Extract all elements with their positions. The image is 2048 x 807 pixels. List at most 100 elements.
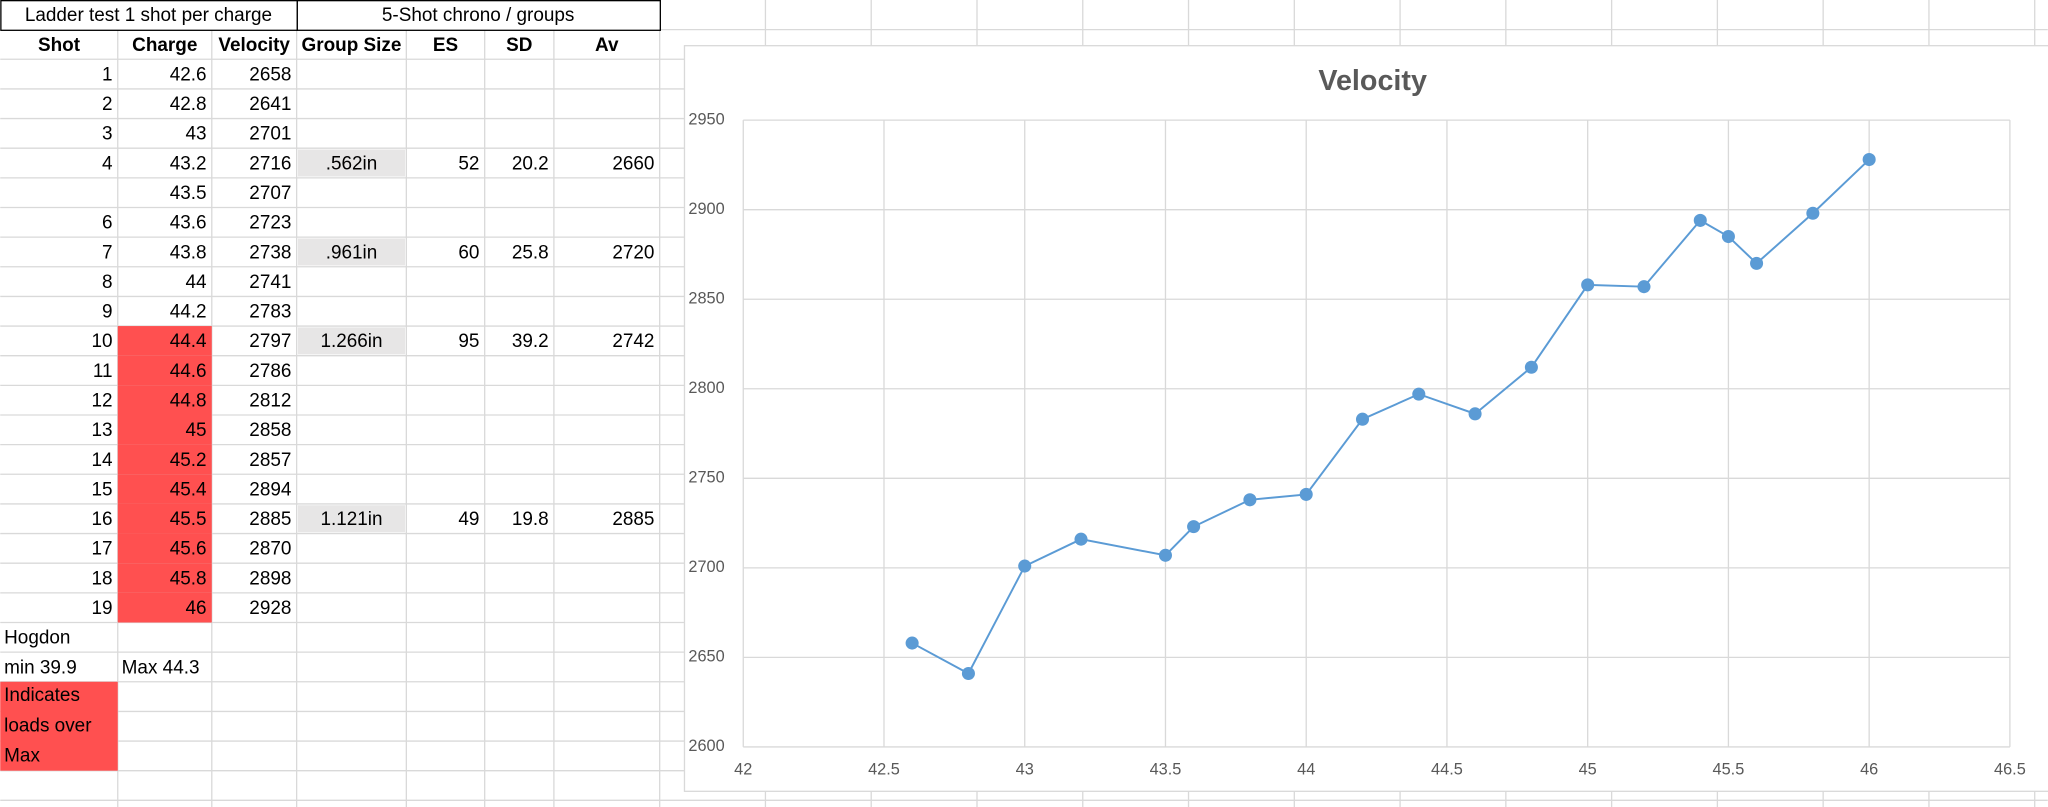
cell-av: 2660 <box>612 153 654 174</box>
y-tick-label: 2600 <box>688 737 724 755</box>
over-max-fill <box>117 444 212 475</box>
y-tick-label: 2800 <box>688 379 724 397</box>
x-tick-label: 42.5 <box>868 761 900 779</box>
x-tick-label: 45 <box>1579 761 1597 779</box>
data-point <box>1637 280 1651 294</box>
data-point <box>1243 493 1257 507</box>
data-point <box>905 636 919 650</box>
y-tick-label: 2900 <box>688 200 724 218</box>
cell-charge: 44.6 <box>170 361 207 382</box>
data-point <box>1581 278 1595 292</box>
cell-shot: 12 <box>91 390 112 411</box>
column-header: Av <box>595 35 619 56</box>
cell-velocity: 2701 <box>249 124 291 145</box>
note-legend: Indicates loads over Max <box>4 685 92 766</box>
cell-es: 95 <box>458 331 479 352</box>
cell-charge: 43.5 <box>170 183 207 204</box>
cell-group: .961in <box>326 242 378 263</box>
column-header: Group Size <box>302 35 402 56</box>
x-tick-label: 45.5 <box>1713 761 1745 779</box>
cell-av: 2720 <box>612 242 654 263</box>
cell-charge: 45.2 <box>170 450 207 471</box>
y-tick-label: 2850 <box>688 290 724 308</box>
column-header: ES <box>433 35 458 56</box>
cell-group: 1.121in <box>320 509 382 530</box>
y-tick-label: 2650 <box>688 648 724 666</box>
cell-velocity: 2641 <box>249 94 291 115</box>
cell-velocity: 2894 <box>249 479 291 500</box>
data-point <box>1299 487 1313 501</box>
cell-velocity: 2707 <box>249 183 291 204</box>
cell-shot: 6 <box>102 213 113 234</box>
cell-shot: 10 <box>91 331 112 352</box>
cell-shot: 13 <box>91 420 112 441</box>
note-min: min 39.9 <box>4 657 77 678</box>
column-header: Shot <box>38 35 81 56</box>
data-point <box>1074 532 1088 546</box>
cell-sd: 19.8 <box>512 509 549 530</box>
over-max-fill <box>117 563 212 593</box>
data-point <box>1468 407 1482 421</box>
cell-sd: 39.2 <box>512 331 549 352</box>
cell-shot: 2 <box>102 94 113 115</box>
column-header: Charge <box>132 35 197 56</box>
cell-es: 49 <box>458 509 479 530</box>
cell-velocity: 2783 <box>249 302 291 323</box>
group-header: Ladder test 1 shot per charge <box>25 5 272 26</box>
data-point <box>1524 360 1538 374</box>
cell-charge: 46 <box>185 598 206 619</box>
cell-shot: 17 <box>91 539 112 560</box>
data-point <box>1355 412 1370 426</box>
data-point <box>1750 256 1764 270</box>
cell-charge: 45 <box>185 420 206 441</box>
over-max-fill <box>117 355 212 386</box>
cell-charge: 43 <box>185 124 206 145</box>
group-header: 5-Shot chrono / groups <box>382 5 574 26</box>
cell-velocity: 2870 <box>249 539 291 560</box>
x-tick-label: 46.5 <box>1994 761 2026 779</box>
cell-velocity: 2797 <box>249 331 291 352</box>
cell-shot: 19 <box>91 598 112 619</box>
over-max-fill <box>117 592 212 623</box>
data-point <box>1721 230 1735 244</box>
chart-title: Velocity <box>1318 65 1427 97</box>
data-point <box>1693 213 1707 227</box>
legend-box: Indicates loads over Max <box>4 685 92 766</box>
over-max-fill <box>117 474 212 504</box>
cell-velocity: 2857 <box>249 450 291 471</box>
data-point <box>1018 559 1032 573</box>
data-point <box>1806 206 1820 220</box>
over-max-fill <box>117 326 212 356</box>
cell-shot: 11 <box>93 361 113 382</box>
cell-shot: 7 <box>102 242 113 263</box>
cell-charge: 44.8 <box>170 390 207 411</box>
cell-charge: 44 <box>185 272 206 293</box>
x-tick-label: 44.5 <box>1431 761 1463 779</box>
cell-velocity: 2716 <box>249 153 291 174</box>
cell-velocity: 2738 <box>249 242 291 263</box>
over-max-fill <box>117 414 212 445</box>
group-fill <box>297 505 406 533</box>
cell-av: 2742 <box>612 331 654 352</box>
cell-shot: 18 <box>91 568 112 589</box>
x-tick-label: 44 <box>1297 761 1315 779</box>
legend-fill <box>0 681 118 771</box>
cell-group: 1.266in <box>320 331 382 352</box>
cell-shot: 15 <box>91 479 112 500</box>
cell-charge: 43.2 <box>170 153 207 174</box>
group-fill <box>297 327 406 355</box>
cell-velocity: 2898 <box>249 568 291 589</box>
data-point <box>1187 520 1201 534</box>
cell-charge: 45.4 <box>170 479 207 500</box>
cell-group: .562in <box>326 153 378 174</box>
cell-shot: 4 <box>102 153 113 174</box>
cell-sd: 20.2 <box>512 153 549 174</box>
cell-charge: 42.6 <box>170 64 207 85</box>
over-max-fill <box>117 385 212 415</box>
cell-charge: 44.2 <box>170 302 207 323</box>
cell-sd: 25.8 <box>512 242 549 263</box>
cell-velocity: 2658 <box>249 64 291 85</box>
cell-charge: 44.4 <box>170 331 207 352</box>
cell-charge: 43.6 <box>170 213 207 234</box>
cell-velocity: 2885 <box>249 509 291 530</box>
